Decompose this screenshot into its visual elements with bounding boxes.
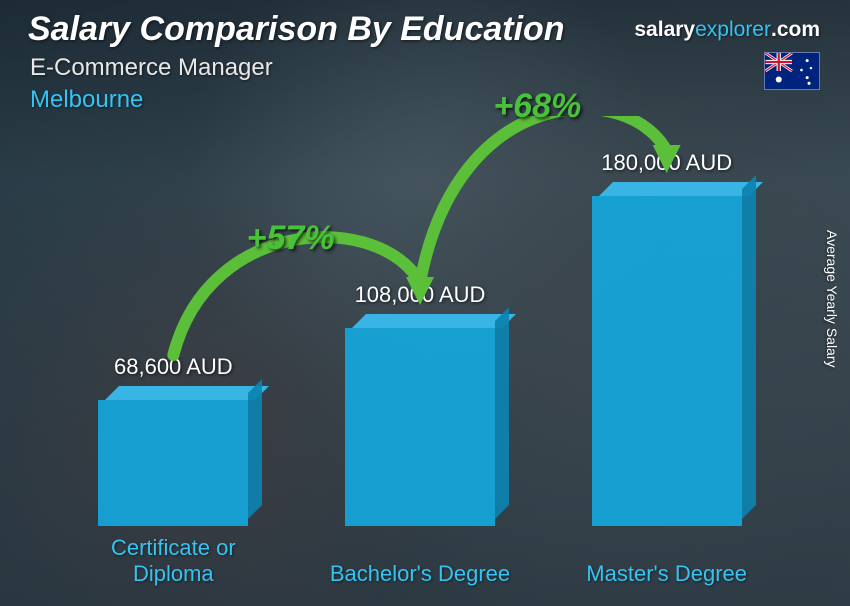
increase-label: +68% <box>493 87 581 126</box>
chart-location: Melbourne <box>30 86 143 114</box>
brand-secondary: explorer <box>695 18 771 41</box>
flag-icon <box>764 52 820 90</box>
chart-subtitle: E-Commerce Manager <box>30 54 273 82</box>
bar <box>592 196 742 526</box>
bar-category: Bachelor's Degree <box>320 561 520 586</box>
bar-value: 108,000 AUD <box>320 282 520 308</box>
increase-label: +57% <box>247 219 335 258</box>
bar-value: 68,600 AUD <box>73 354 273 380</box>
chart-title: Salary Comparison By Education <box>28 10 565 49</box>
brand-primary: salary <box>634 18 695 41</box>
y-axis-label: Average Yearly Salary <box>824 230 840 368</box>
bar-group: 180,000 AUDMaster's Degree <box>592 196 742 586</box>
bar <box>98 400 248 526</box>
bar-category: Master's Degree <box>567 561 767 586</box>
bar-category: Certificate or Diploma <box>73 535 273 586</box>
bar <box>345 328 495 526</box>
brand-logo: salaryexplorer.com <box>634 18 820 42</box>
bar-group: 68,600 AUDCertificate or Diploma <box>98 400 248 586</box>
infographic-canvas: Salary Comparison By Education E-Commerc… <box>0 0 850 606</box>
bar-group: 108,000 AUDBachelor's Degree <box>345 328 495 586</box>
brand-suffix: .com <box>771 18 820 41</box>
bar-chart: 68,600 AUDCertificate or Diploma108,000 … <box>50 116 790 586</box>
bar-value: 180,000 AUD <box>567 150 767 176</box>
